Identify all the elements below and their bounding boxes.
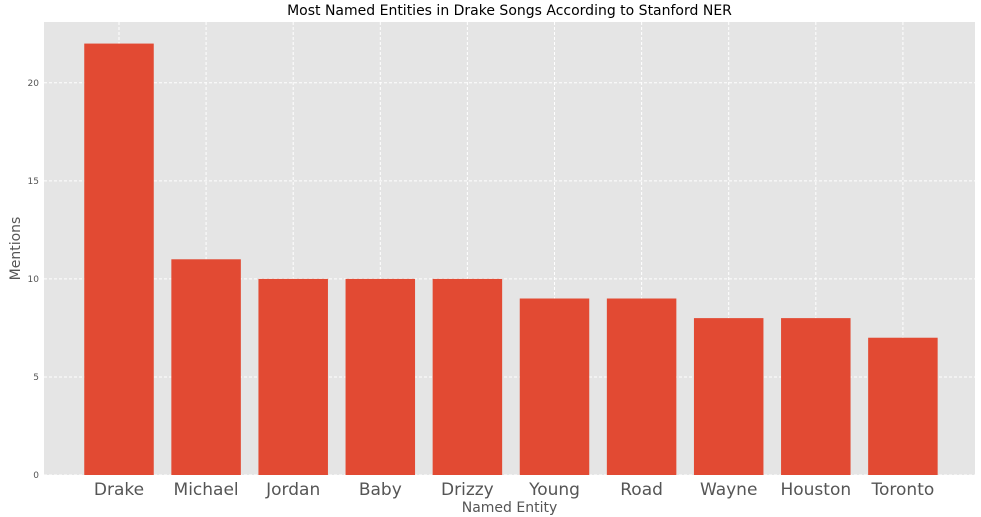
y-axis-ticks: 0 5 10 15 20 [28,79,40,481]
y-tick-label: 15 [28,177,39,187]
bar-michael [171,259,241,475]
bar-young [519,298,590,475]
x-axis-ticks: Drake Michael Jordan Baby Drizzy Young Road Way… [94,480,934,500]
y-axis-label: Mentions [8,217,24,281]
bar-drizzy [432,278,503,475]
bar-baby [345,278,416,475]
x-tick-label: Drake [94,480,144,500]
bar-road [606,298,677,475]
x-tick-label: Drizzy [441,480,494,500]
y-tick-label: 5 [33,373,39,383]
bar-toronto [868,337,938,475]
bar-jordan [258,278,328,475]
bar-wayne [693,318,764,475]
x-tick-label: Wayne [700,480,757,500]
x-tick-label: Toronto [871,480,935,500]
x-tick-label: Houston [780,480,851,500]
bars [84,43,938,475]
chart-title: Most Named Entities in Drake Songs Accor… [287,3,732,19]
bar-houston [781,318,851,475]
y-tick-label: 10 [28,275,40,285]
bar-drake [84,43,154,475]
y-tick-label: 20 [28,79,40,89]
x-axis-label: Named Entity [462,500,558,516]
x-tick-label: Road [620,480,663,500]
x-tick-label: Young [528,480,580,500]
x-tick-label: Michael [174,480,239,500]
x-tick-label: Baby [359,480,402,500]
y-tick-label: 0 [33,471,39,481]
x-tick-label: Jordan [265,480,320,500]
